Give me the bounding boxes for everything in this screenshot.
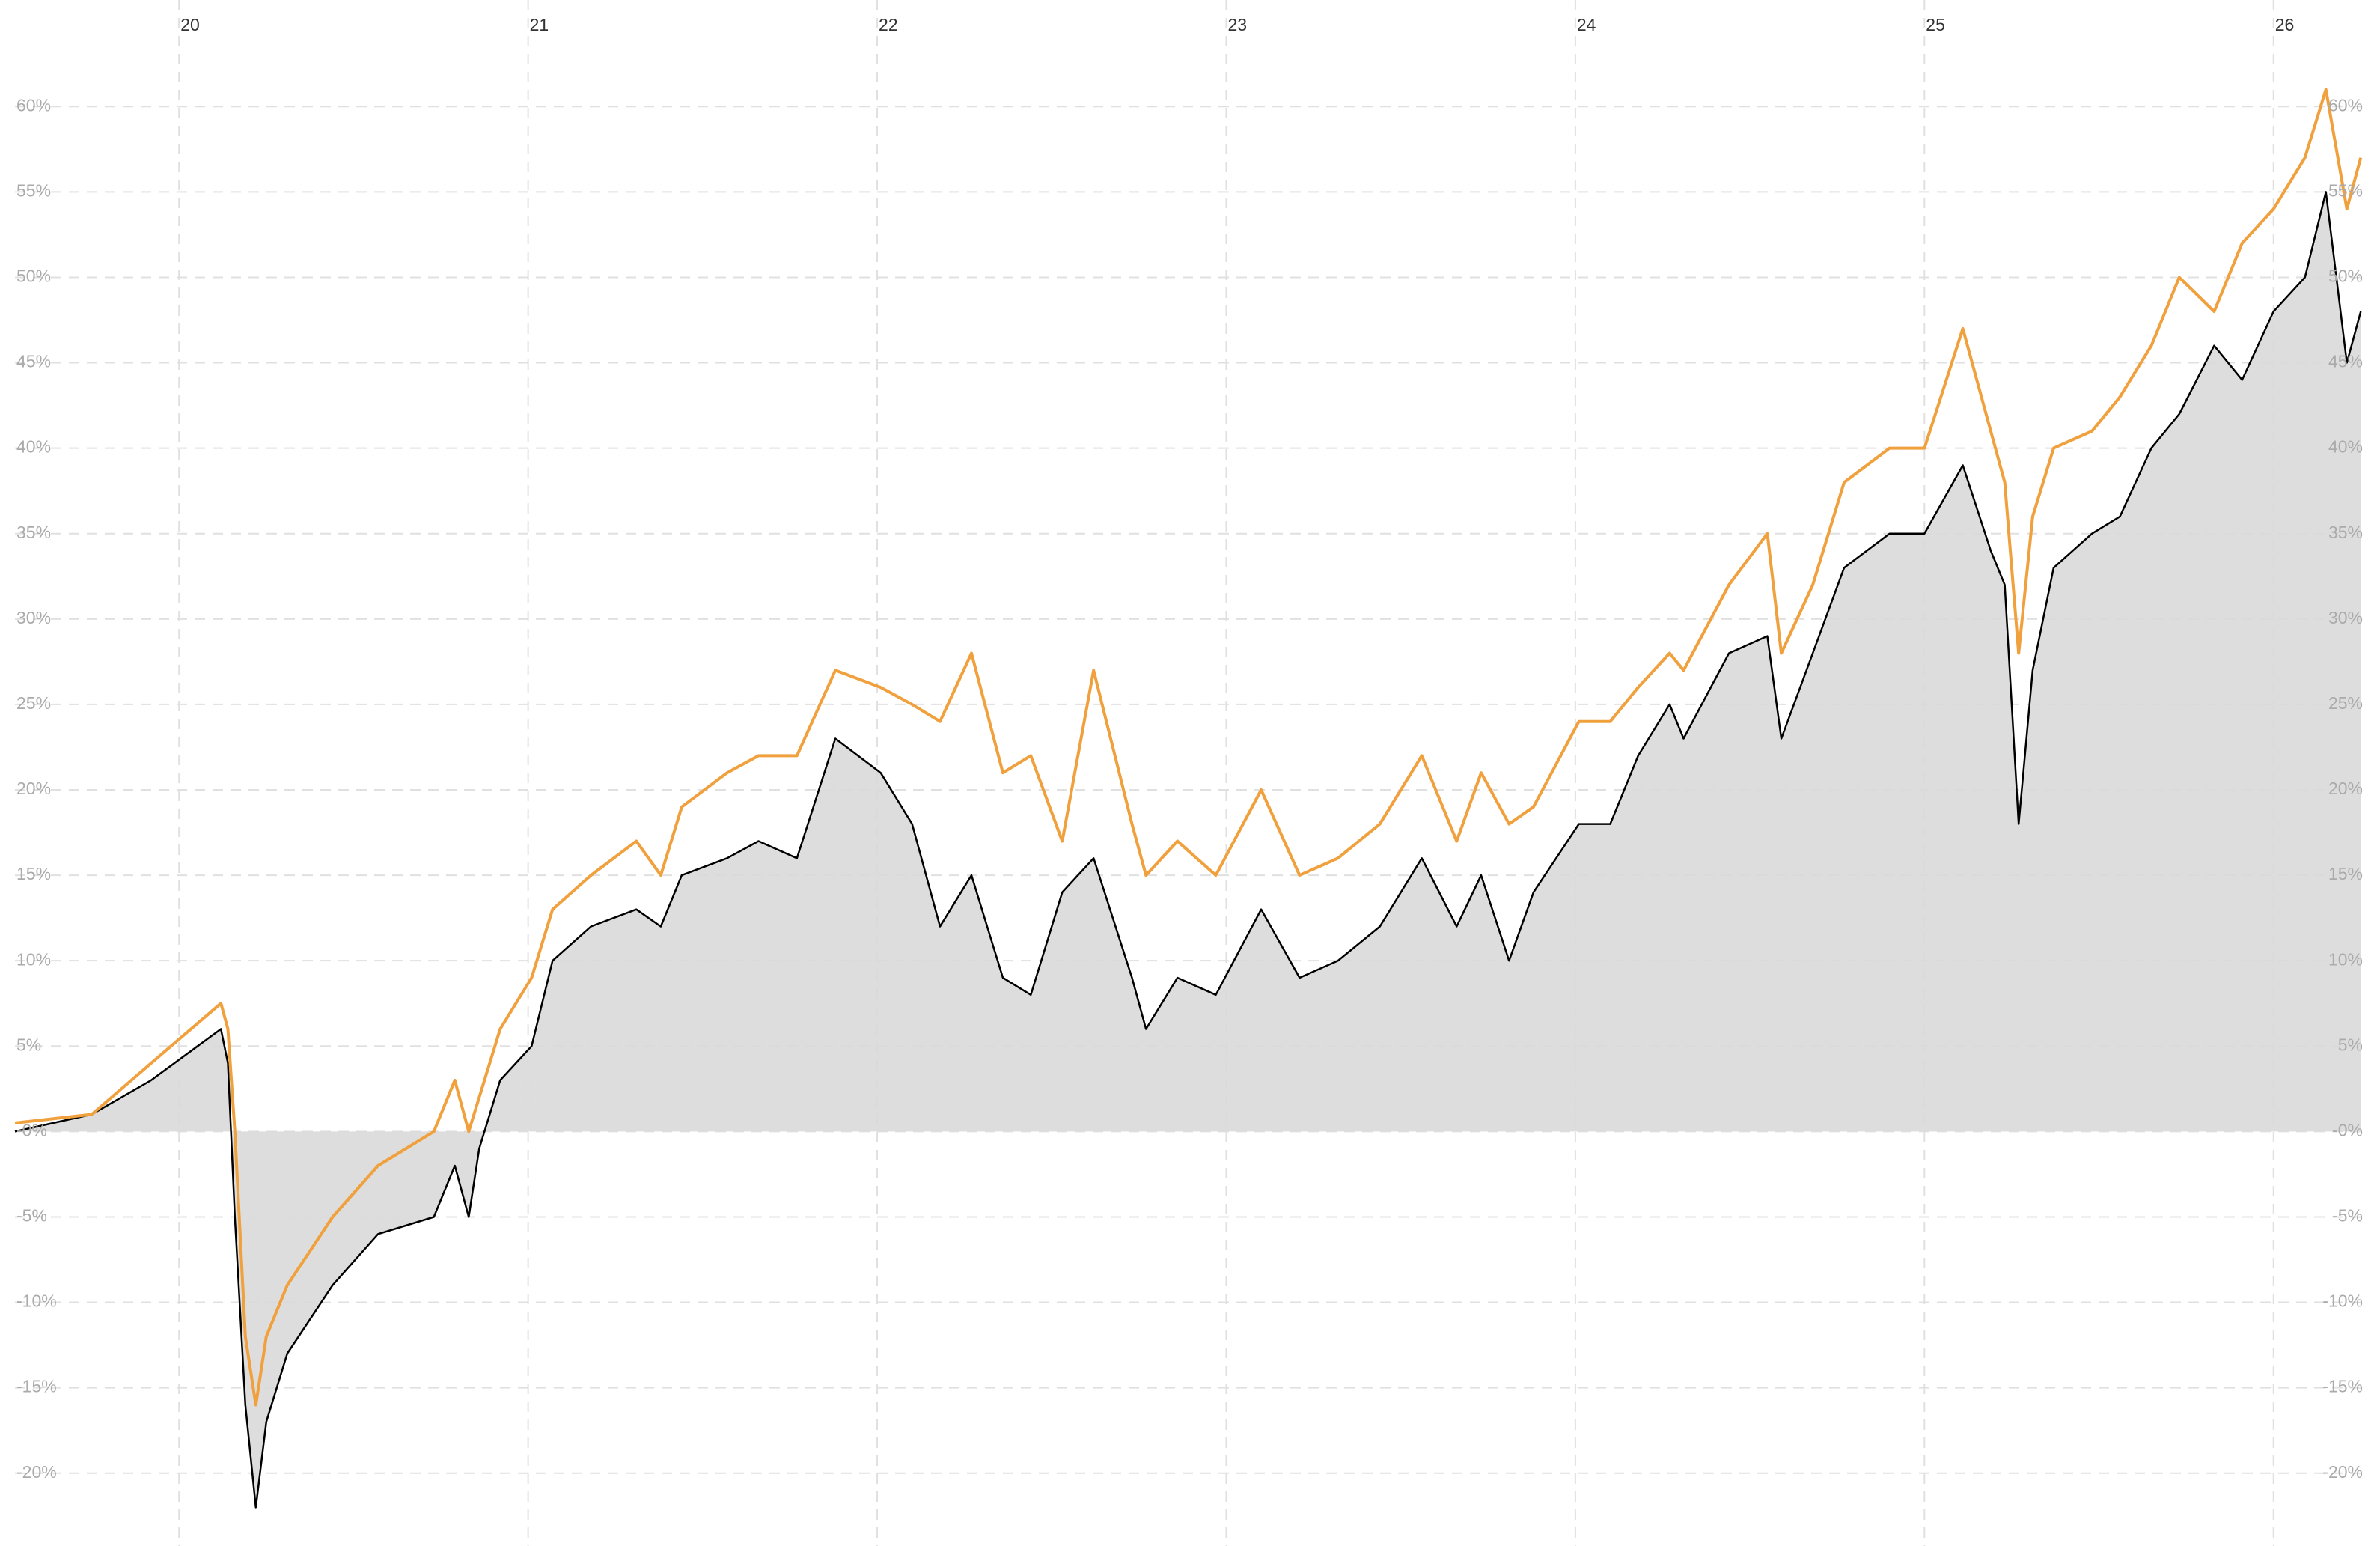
y-tick-label: 5% [16,1035,41,1054]
y-tick-label: 55% [2328,180,2363,200]
y-tick-label: 30% [2328,608,2363,627]
y-tick-label: 5% [2338,1035,2363,1054]
x-tick-label: 26 [2275,15,2295,34]
y-tick-label: 40% [16,437,51,457]
y-tick-label: -20% [2322,1462,2363,1482]
y-tick-label: 20% [16,779,51,798]
x-tick-label: 24 [1577,15,1596,34]
y-tick-label: 50% [16,267,51,286]
y-tick-label: -20% [16,1462,57,1482]
y-tick-label: 15% [16,864,51,883]
y-tick-label: 60% [16,95,51,115]
y-tick-label: 10% [16,949,51,969]
y-tick-label: 15% [2328,864,2363,883]
y-tick-label: 60% [2328,95,2363,115]
y-tick-label: -10% [16,1291,57,1311]
y-tick-label: 45% [16,352,51,371]
x-tick-label: 21 [530,15,549,34]
y-tick-label: 20% [2328,779,2363,798]
y-tick-label: 25% [16,693,51,713]
y-tick-label: 25% [2328,693,2363,713]
y-tick-label: -15% [2322,1377,2363,1396]
line [14,191,2362,1509]
y-tick-label: 50% [2328,267,2363,286]
x-tick-label: 23 [1227,15,1247,34]
area [15,192,2361,1508]
x-tick-label: 20 [180,15,200,34]
y-tick-label: 40% [2328,437,2363,457]
x-tick-label: 22 [879,15,898,34]
y-tick-label: -15% [16,1377,57,1396]
y-tick-label: -0% [2332,1120,2363,1139]
x-tick-label: 25 [1926,15,1945,34]
y-tick-label: -10% [2322,1291,2363,1311]
y-tick-label: -0% [16,1120,47,1139]
y-tick-label: 35% [2328,523,2363,542]
y-tick-label: 30% [16,608,51,627]
y-tick-label: 10% [2328,949,2363,969]
line [14,88,2363,1407]
y-tick-label: 35% [16,523,51,542]
y-tick-label: 55% [16,180,51,200]
y-tick-label: -5% [16,1206,47,1226]
y-tick-label: -5% [2332,1206,2363,1226]
y-tick-label: 45% [2328,352,2363,371]
